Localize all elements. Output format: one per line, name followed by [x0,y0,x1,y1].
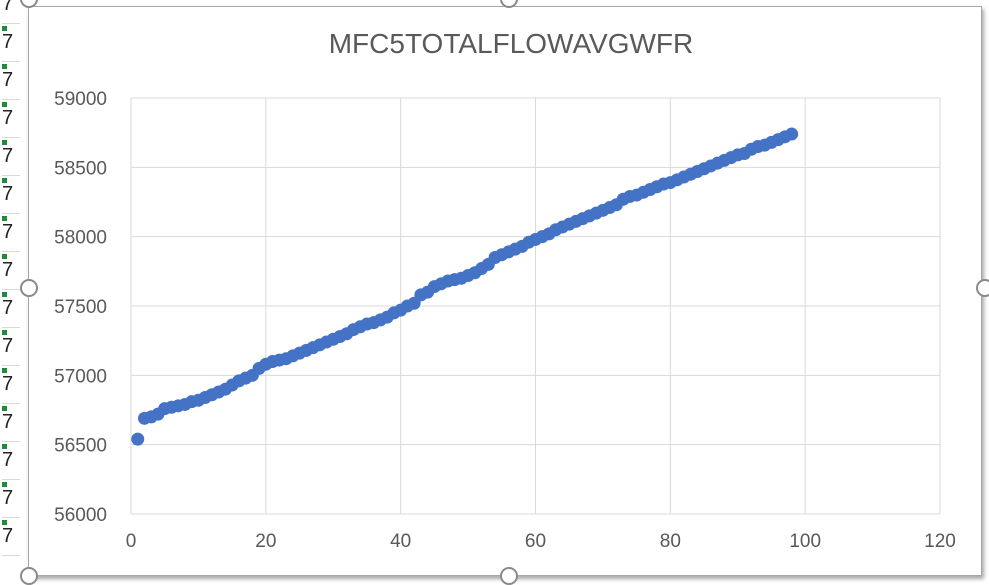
grid-lines [130,97,941,515]
cell-marker-icon [2,216,7,221]
chart-frame[interactable]: 56000 56500 57000 57500 58000 58500 59000 0 20 40… [28,6,982,576]
cell-value: 7 [2,259,14,281]
cell-value: 7 [2,411,14,433]
x-tick-label: 60 [525,531,546,552]
resize-handle-right[interactable] [976,279,989,297]
cell-marker-icon [2,368,7,373]
cell-marker-icon [2,330,7,335]
cell-value: 7 [2,31,14,53]
sheet-cell[interactable]: 7 [2,480,20,518]
sheet-cell[interactable]: 7 [2,366,20,404]
cell-value: 7 [2,487,14,509]
scatter-chart: 56000 56500 57000 57500 58000 58500 59000 0 20 40… [54,28,956,552]
sheet-cell[interactable]: 7 [2,404,20,442]
cell-marker-icon [2,482,7,487]
cell-value: 7 [2,0,14,15]
sheet-cell[interactable]: 7 [2,62,20,100]
resize-handle-left[interactable] [20,279,38,297]
cell-value: 7 [2,69,14,91]
cell-value: 7 [2,373,14,395]
x-tick-label: 100 [789,531,821,552]
data-point[interactable] [131,432,145,446]
x-tick-label: 20 [255,531,276,552]
y-tick-label: 58500 [54,158,107,179]
x-tick-label: 120 [924,531,956,552]
resize-handle-bottom-left[interactable] [20,567,38,585]
sheet-cell[interactable]: 7 [2,100,20,138]
cell-value: 7 [2,183,14,205]
sheet-cell[interactable]: 7 [2,214,20,252]
sheet-cell[interactable]: 7 [2,252,20,290]
y-tick-label: 57500 [54,297,107,318]
cell-marker-icon [2,254,7,259]
tick-labels: 56000 56500 57000 57500 58000 58500 59000 0 20 40… [54,89,956,552]
cell-value: 7 [2,221,14,243]
cell-value: 7 [2,297,14,319]
sheet-cell[interactable]: 7 [2,0,20,24]
x-tick-label: 80 [660,531,681,552]
sheet-cell[interactable]: 7 [2,442,20,480]
data-points [131,127,799,446]
y-tick-label: 59000 [54,89,107,110]
y-tick-label: 57000 [54,366,107,387]
sheet-cell[interactable]: 7 [2,24,20,62]
cell-marker-icon [2,102,7,107]
chart-title: MFC5TOTALFLOWAVGWFR [329,28,694,59]
sheet-cell[interactable]: 7 [2,518,20,556]
x-tick-label: 0 [126,531,137,552]
cell-marker-icon [2,292,7,297]
cell-value: 7 [2,335,14,357]
cell-marker-icon [2,140,7,145]
cell-value: 7 [2,145,14,167]
y-tick-label: 56500 [54,436,107,457]
x-tick-label: 40 [390,531,411,552]
cell-value: 7 [2,525,14,547]
cell-marker-icon [2,178,7,183]
cell-marker-icon [2,520,7,525]
cell-marker-icon [2,64,7,69]
data-point[interactable] [785,127,799,141]
sheet-cell[interactable]: 7 [2,176,20,214]
cell-marker-icon [2,26,7,31]
sheet-cell[interactable]: 7 [2,138,20,176]
cell-marker-icon [2,406,7,411]
y-tick-label: 56000 [54,505,107,526]
sheet-cell[interactable]: 7 [2,290,20,328]
cell-value: 7 [2,449,14,471]
cell-value: 7 [2,107,14,129]
y-tick-label: 58000 [54,228,107,249]
resize-handle-bottom[interactable] [500,567,518,585]
spreadsheet-column: 7 7 7 7 7 7 7 7 7 7 7 7 7 7 7 [0,0,22,583]
cell-marker-icon [2,444,7,449]
sheet-cell[interactable]: 7 [2,328,20,366]
